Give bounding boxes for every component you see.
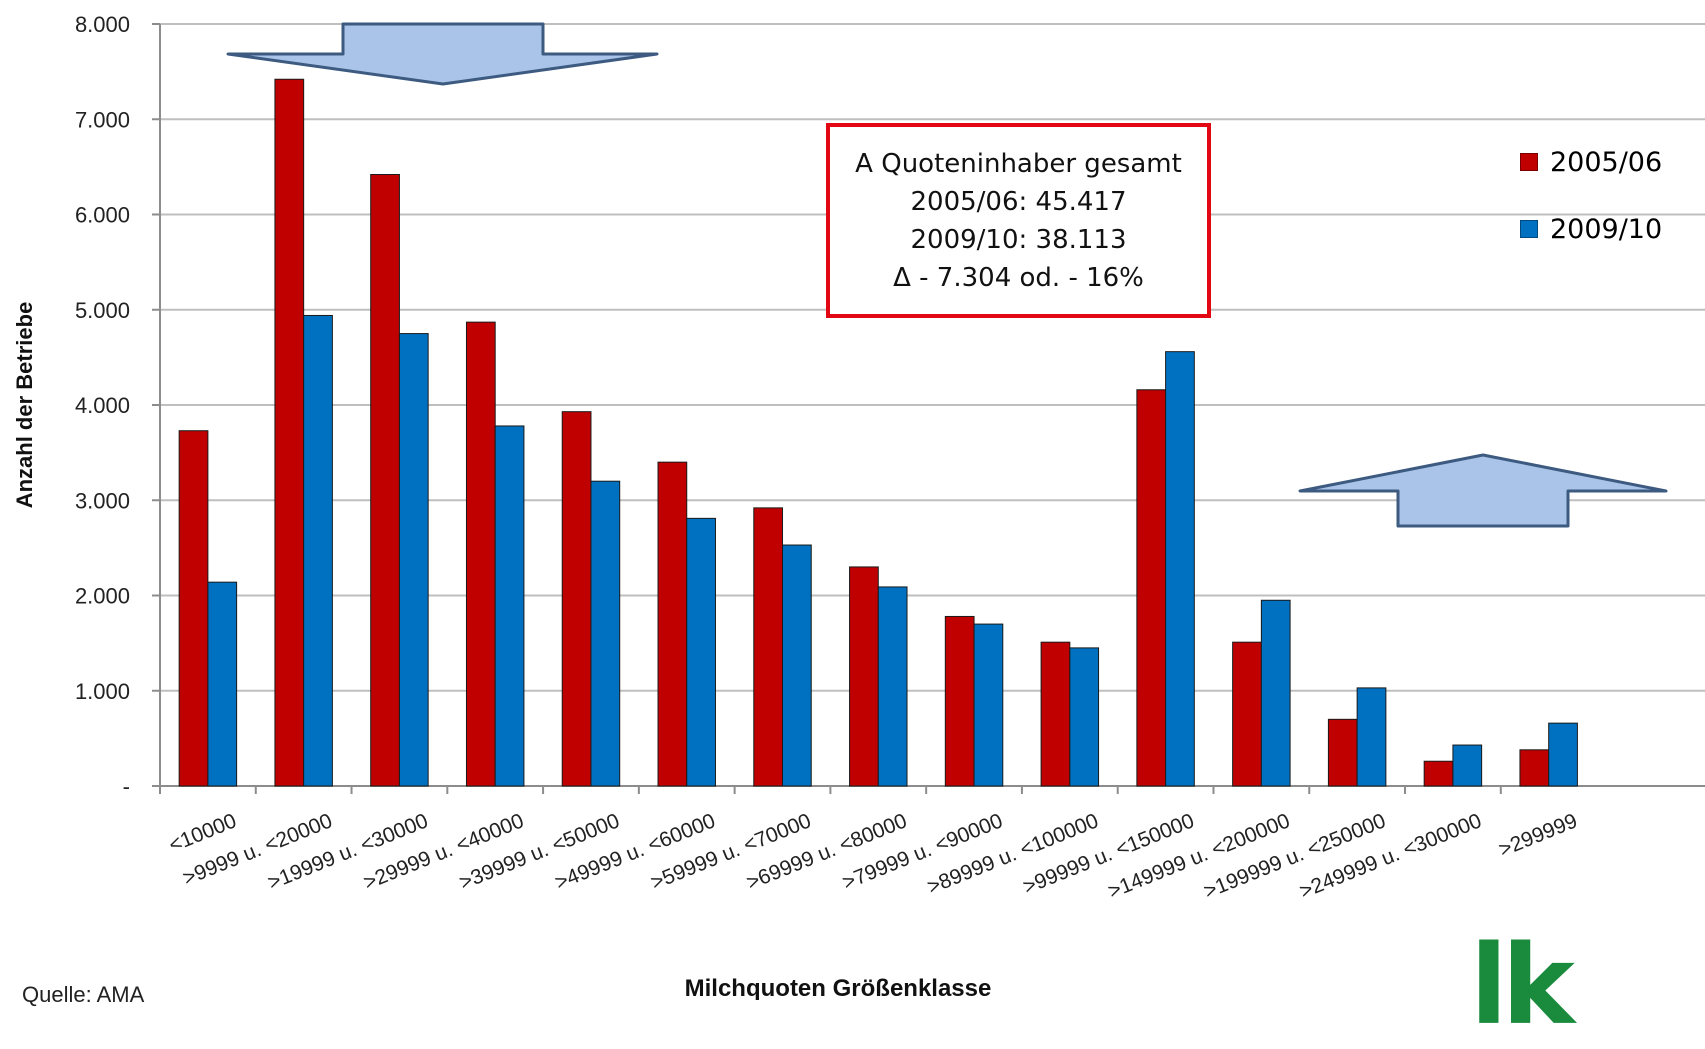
bar-2009-10 [687, 518, 716, 786]
x-tick-label: >89999 u. <100000 [924, 809, 1102, 899]
y-tick-label: 7.000 [75, 107, 130, 132]
bar-2009-10 [304, 315, 333, 786]
x-tick-label: >29999 u. <40000 [360, 809, 527, 894]
y-tick-label: - [123, 774, 130, 799]
bar-2009-10 [1549, 723, 1578, 786]
annotation-line-4: Δ - 7.304 od. - 16% [893, 259, 1144, 297]
y-axis-title: Anzahl der Betriebe [12, 302, 37, 509]
y-tick-label: 1.000 [75, 679, 130, 704]
bar-2005-06 [1233, 642, 1262, 786]
bar-2009-10 [878, 587, 907, 786]
bar-2009-10 [974, 624, 1003, 786]
y-tick-label: 2.000 [75, 584, 130, 609]
bar-2009-10 [208, 582, 237, 786]
annotation-box: A Quoteninhaber gesamt 2005/06: 45.417 2… [826, 123, 1211, 318]
legend: 2005/06 2009/10 [1520, 145, 1662, 279]
lk-logo: lk [1470, 930, 1569, 1040]
bar-2009-10 [1070, 648, 1099, 786]
bar-2009-10 [783, 545, 812, 786]
bar-2009-10 [1166, 352, 1195, 786]
bar-2005-06 [275, 79, 304, 786]
bar-2009-10 [591, 481, 620, 786]
bar-2005-06 [1041, 642, 1070, 786]
bar-2005-06 [658, 462, 687, 786]
annotation-line-3: 2009/10: 38.113 [910, 221, 1126, 259]
bar-2009-10 [1453, 745, 1482, 786]
bar-2005-06 [562, 412, 591, 786]
chart: - 1.000 2.000 3.000 4.000 5.000 6.000 7.000 8.00… [0, 0, 1705, 1000]
bar-2009-10 [1261, 600, 1290, 786]
legend-swatch-2009-10 [1520, 220, 1538, 238]
bar-2005-06 [371, 174, 400, 786]
legend-item-2005-06: 2005/06 [1520, 145, 1662, 179]
y-tick-label: 3.000 [75, 488, 130, 513]
bar-2005-06 [1520, 750, 1549, 786]
annotation-line-2: 2005/06: 45.417 [910, 183, 1126, 221]
x-tick-label: >69999 u. <80000 [743, 809, 910, 894]
x-tick-label: >39999 u. <50000 [456, 809, 623, 894]
bar-2009-10 [495, 426, 524, 786]
y-tick-label: 6.000 [75, 203, 130, 228]
x-tick-label: >79999 u. <90000 [839, 809, 1006, 894]
bar-2005-06 [1424, 761, 1453, 786]
legend-label-2009-10: 2009/10 [1550, 214, 1662, 245]
bar-2009-10 [1357, 688, 1386, 786]
y-tick-label: 8.000 [75, 12, 130, 37]
y-tick-label: 4.000 [75, 393, 130, 418]
x-tick-label: >299999 [1496, 809, 1581, 861]
bar-2005-06 [1328, 719, 1357, 786]
bar-2005-06 [754, 508, 783, 786]
source-note: Quelle: AMA [22, 982, 144, 1008]
x-tick-label: >49999 u. <60000 [552, 809, 719, 894]
decrease-arrow-icon [228, 24, 657, 84]
bar-2005-06 [179, 431, 208, 786]
bar-2009-10 [399, 334, 428, 786]
bar-2005-06 [945, 616, 974, 786]
bar-2005-06 [1137, 390, 1166, 786]
bar-2005-06 [850, 567, 879, 786]
x-tick-label: >19999 u. <30000 [265, 809, 432, 894]
x-tick-label: >59999 u. <70000 [648, 809, 815, 894]
x-axis-title: Milchquoten Größenklasse [685, 975, 992, 1000]
annotation-line-1: A Quoteninhaber gesamt [855, 145, 1182, 183]
y-tick-label: 5.000 [75, 298, 130, 323]
legend-swatch-2005-06 [1520, 153, 1538, 171]
legend-item-2009-10: 2009/10 [1520, 212, 1662, 246]
legend-label-2005-06: 2005/06 [1550, 147, 1662, 178]
bar-2005-06 [466, 322, 495, 786]
increase-arrow-icon [1300, 455, 1666, 526]
